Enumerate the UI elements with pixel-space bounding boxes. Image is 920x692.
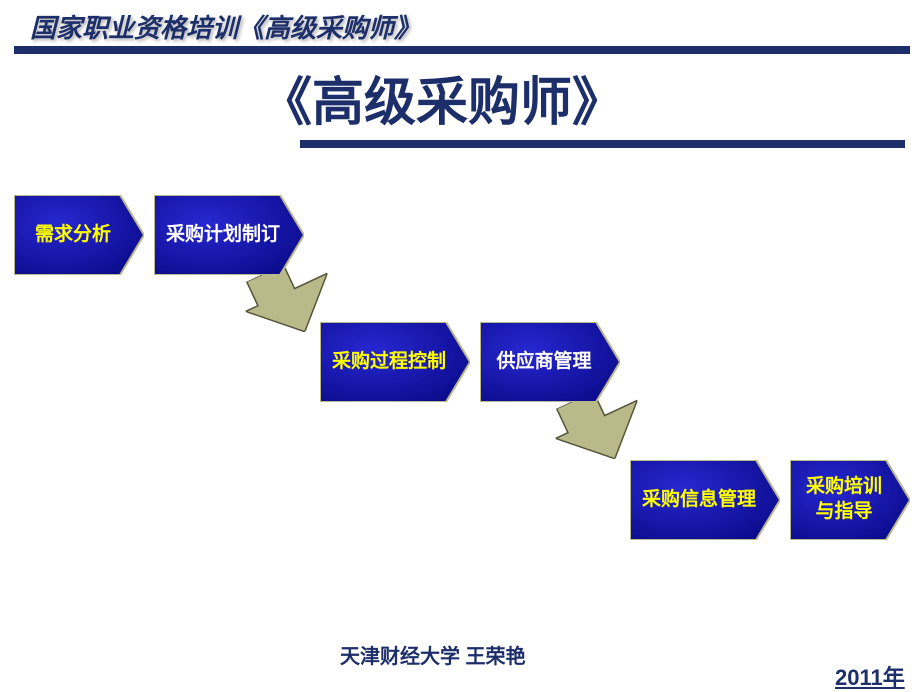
header-rule-1 (14, 46, 910, 54)
header-rule-2 (300, 140, 905, 148)
flow-node-label: 采购信息管理 (642, 488, 768, 513)
main-title: 《高级采购师》 (260, 60, 624, 135)
flow-node-label: 采购过程控制 (332, 350, 458, 375)
flow-node-label: 需求分析 (35, 223, 123, 248)
flow-node-n3: 采购过程控制 (320, 322, 470, 402)
flow-node-n5: 采购信息管理 (630, 460, 780, 540)
flow-node-n4: 供应商管理 (480, 322, 620, 402)
flow-node-n6: 采购培训 与指导 (790, 460, 910, 540)
flow-node-n2: 采购计划制订 (154, 195, 304, 275)
flow-node-label: 采购计划制订 (166, 223, 292, 248)
footer-author: 天津财经大学 王荣艳 (340, 640, 526, 669)
flow-node-label: 供应商管理 (496, 350, 603, 375)
footer-year: 2011年 (835, 660, 905, 692)
flow-node-n1: 需求分析 (14, 195, 144, 275)
flow-arrow-2 (555, 392, 645, 462)
flow-node-label: 采购培训 与指导 (806, 475, 894, 524)
header-small-title: 国家职业资格培训《高级采购师》 (30, 8, 420, 45)
